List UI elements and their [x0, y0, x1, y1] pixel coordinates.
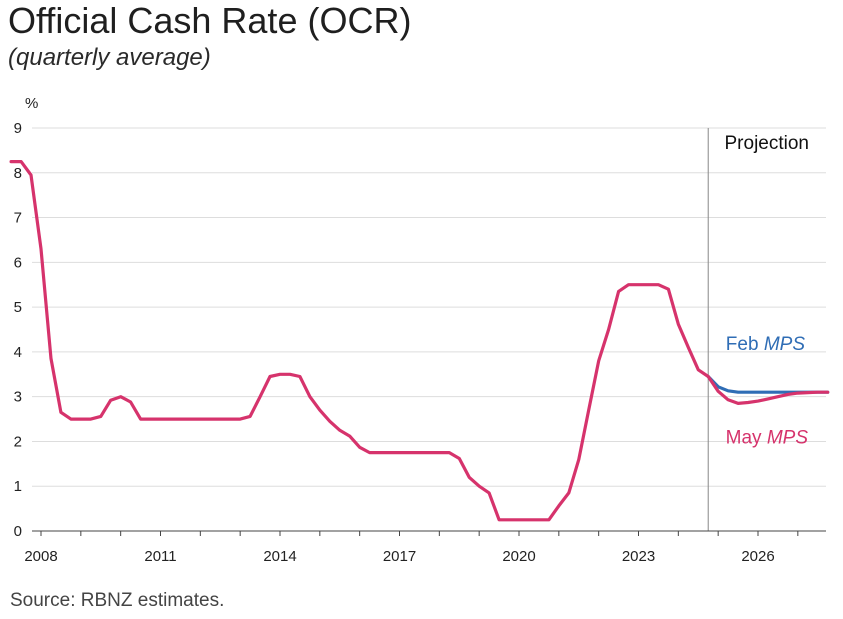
chart-subtitle: (quarterly average) [8, 44, 211, 71]
y-tick-label-3: 3 [14, 389, 22, 406]
series-line-may-mps [9, 160, 830, 522]
y-tick-label-8: 8 [14, 165, 22, 182]
feb-label-prefix: Feb [726, 334, 759, 355]
y-tick-label-4: 4 [14, 344, 22, 361]
y-tick-label-1: 1 [14, 478, 22, 495]
y-tick-label-7: 7 [14, 210, 22, 227]
x-tick-label-2017: 2017 [383, 548, 416, 565]
feb-mps-label: Feb MPS [726, 334, 806, 355]
x-tick-label-2020: 2020 [502, 548, 535, 565]
x-tick-label-2014: 2014 [263, 548, 296, 565]
feb-label-italic: MPS [764, 334, 806, 355]
may-label-italic: MPS [767, 427, 809, 448]
x-tick-label-2008: 2008 [24, 548, 57, 565]
chart-title: Official Cash Rate (OCR) [8, 0, 412, 41]
x-tick-label-2026: 2026 [741, 548, 774, 565]
projection-label: Projection [725, 133, 810, 154]
y-axis-unit-label: % [25, 95, 38, 112]
x-tick-label-2011: 2011 [144, 548, 176, 565]
y-tick-label-6: 6 [14, 254, 22, 271]
y-tick-label-2: 2 [14, 433, 22, 450]
series-line-feb-mps [706, 374, 830, 394]
y-tick-label-5: 5 [14, 299, 22, 316]
x-tick-label-2023: 2023 [622, 548, 655, 565]
y-tick-label-0: 0 [14, 523, 22, 540]
y-tick-label-9: 9 [14, 120, 22, 137]
may-label-prefix: May [726, 427, 762, 448]
may-mps-label: May MPS [726, 427, 809, 448]
source-note: Source: RBNZ estimates. [10, 590, 225, 611]
